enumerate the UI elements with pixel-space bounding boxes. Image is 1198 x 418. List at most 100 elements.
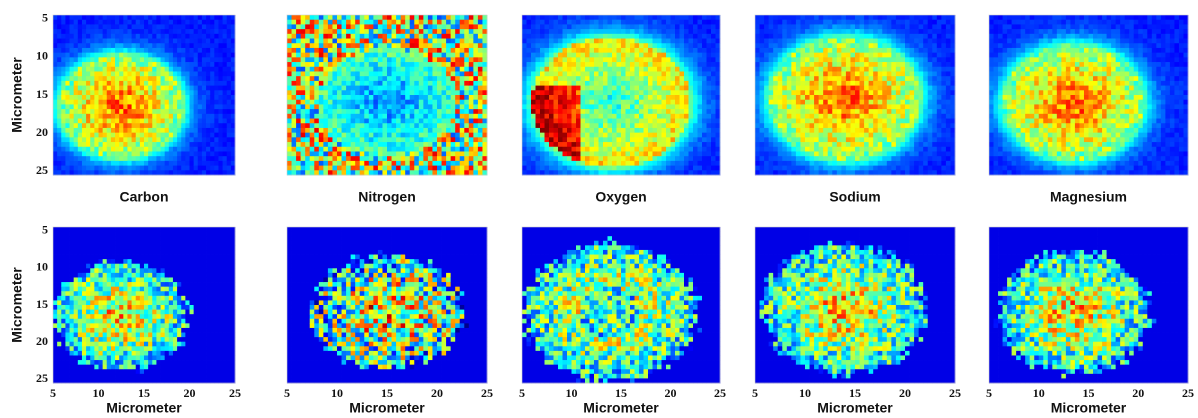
heatmap-cell bbox=[716, 104, 721, 109]
heatmap-cell bbox=[630, 81, 635, 86]
heatmap-cell bbox=[351, 48, 356, 53]
heatmap-cell bbox=[428, 119, 433, 124]
heatmap-cell bbox=[536, 156, 541, 161]
heatmap-cell bbox=[778, 123, 783, 128]
heatmap-cell bbox=[405, 57, 410, 62]
heatmap-cell bbox=[119, 43, 124, 48]
heatmap-cell bbox=[630, 170, 635, 175]
heatmap-cell bbox=[599, 86, 604, 91]
heatmap-cell bbox=[111, 86, 116, 91]
heatmap-cell bbox=[227, 81, 232, 86]
heatmap-cell bbox=[755, 142, 760, 147]
heatmap-cell bbox=[319, 104, 324, 109]
heatmap-cell bbox=[78, 133, 83, 138]
heatmap-cell bbox=[214, 137, 219, 142]
heatmap-cell bbox=[190, 123, 195, 128]
heatmap-cell bbox=[94, 39, 99, 44]
heatmap-cell bbox=[410, 67, 415, 72]
heatmap-cell bbox=[140, 29, 145, 34]
heatmap-cell bbox=[702, 90, 707, 95]
heatmap-cell bbox=[82, 53, 87, 58]
heatmap-cell bbox=[644, 151, 649, 156]
heatmap-cell bbox=[103, 67, 108, 72]
heatmap-cell bbox=[769, 128, 774, 133]
heatmap-cell bbox=[218, 166, 223, 171]
heatmap-cell bbox=[455, 76, 460, 81]
heatmap-cell bbox=[549, 48, 554, 53]
heatmap-cell bbox=[791, 57, 796, 62]
heatmap-cell bbox=[585, 76, 590, 81]
heatmap-cell bbox=[65, 137, 70, 142]
heatmap-cell bbox=[314, 39, 319, 44]
heatmap-cell bbox=[156, 34, 161, 39]
heatmap-cell bbox=[680, 114, 685, 119]
heatmap-cell bbox=[310, 109, 315, 114]
heatmap-cell bbox=[603, 151, 608, 156]
heatmap-cell bbox=[310, 142, 315, 147]
heatmap-cell bbox=[819, 62, 824, 67]
heatmap-cell bbox=[464, 39, 469, 44]
heatmap-cell bbox=[305, 137, 310, 142]
heatmap-cell bbox=[223, 48, 228, 53]
heatmap-cell bbox=[635, 100, 640, 105]
heatmap-cell bbox=[396, 86, 401, 91]
heatmap-cell bbox=[657, 133, 662, 138]
heatmap-cell bbox=[156, 43, 161, 48]
heatmap-cell bbox=[423, 133, 428, 138]
heatmap-cell bbox=[711, 86, 716, 91]
heatmap-cell bbox=[689, 95, 694, 100]
heatmap-cell bbox=[446, 119, 451, 124]
heatmap-cell bbox=[464, 170, 469, 175]
heatmap-cell bbox=[787, 67, 792, 72]
heatmap-cell bbox=[698, 24, 703, 29]
heatmap-cell bbox=[378, 161, 383, 166]
heatmap-cell bbox=[373, 133, 378, 138]
heatmap-cell bbox=[86, 109, 91, 114]
heatmap-cell bbox=[796, 147, 801, 152]
heatmap-cell bbox=[103, 53, 108, 58]
heatmap-cell bbox=[405, 114, 410, 119]
heatmap-cell bbox=[410, 100, 415, 105]
heatmap-cell bbox=[455, 161, 460, 166]
heatmap-cell bbox=[360, 24, 365, 29]
heatmap-cell bbox=[446, 53, 451, 58]
heatmap-cell bbox=[482, 137, 487, 142]
heatmap-cell bbox=[782, 71, 787, 76]
heatmap-cell bbox=[410, 43, 415, 48]
heatmap-cell bbox=[689, 151, 694, 156]
heatmap-cell bbox=[419, 34, 424, 39]
heatmap-cell bbox=[707, 81, 712, 86]
heatmap-cell bbox=[819, 76, 824, 81]
heatmap-cell bbox=[346, 43, 351, 48]
heatmap-cell bbox=[773, 109, 778, 114]
heatmap-cell bbox=[305, 53, 310, 58]
heatmap-cell bbox=[773, 133, 778, 138]
heatmap-cell bbox=[132, 114, 137, 119]
heatmap-cell bbox=[603, 90, 608, 95]
heatmap-cell bbox=[599, 109, 604, 114]
heatmap-cell bbox=[111, 156, 116, 161]
heatmap-cell bbox=[791, 170, 796, 175]
heatmap-cell bbox=[755, 86, 760, 91]
heatmap-cell bbox=[99, 24, 104, 29]
heatmap-cell bbox=[328, 109, 333, 114]
heatmap-cell bbox=[707, 15, 712, 20]
heatmap-cell bbox=[460, 133, 465, 138]
heatmap-cell bbox=[442, 29, 447, 34]
heatmap-cell bbox=[639, 166, 644, 171]
heatmap-cell bbox=[522, 62, 527, 67]
heatmap-cell bbox=[107, 76, 112, 81]
heatmap-cell bbox=[301, 48, 306, 53]
heatmap-cell bbox=[680, 156, 685, 161]
heatmap-cell bbox=[351, 166, 356, 171]
heatmap-cell bbox=[455, 39, 460, 44]
heatmap-cell bbox=[119, 53, 124, 58]
heatmap-cell bbox=[451, 95, 456, 100]
heatmap-cell bbox=[680, 81, 685, 86]
heatmap-cell bbox=[198, 137, 203, 142]
heatmap-cell bbox=[446, 34, 451, 39]
heatmap-cell bbox=[190, 62, 195, 67]
heatmap-cell bbox=[57, 29, 62, 34]
heatmap-cell bbox=[382, 123, 387, 128]
heatmap-cell bbox=[223, 20, 228, 25]
